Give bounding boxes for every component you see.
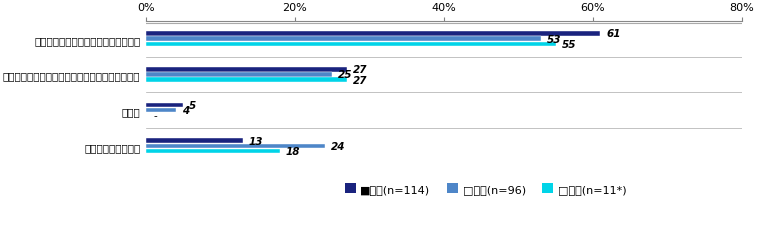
Legend: ■自身(n=114), □家族(n=96), □遺族(n=11*): ■自身(n=114), □家族(n=96), □遺族(n=11*) <box>340 179 631 198</box>
Text: 4: 4 <box>182 106 188 116</box>
Bar <box>146 78 347 83</box>
Bar <box>146 42 556 47</box>
Text: 53: 53 <box>547 35 561 44</box>
Bar <box>146 108 176 113</box>
Text: 13: 13 <box>248 136 263 146</box>
Bar <box>146 139 243 143</box>
Text: 18: 18 <box>286 147 301 156</box>
Bar <box>146 103 183 108</box>
Bar <box>146 73 332 77</box>
Text: 55: 55 <box>562 40 576 50</box>
Text: 24: 24 <box>331 141 345 151</box>
Bar <box>146 149 280 154</box>
Bar <box>146 32 600 37</box>
Text: 27: 27 <box>353 75 367 85</box>
Text: 5: 5 <box>189 101 196 111</box>
Bar <box>146 68 347 72</box>
Text: 27: 27 <box>353 65 367 75</box>
Bar <box>146 37 540 42</box>
Text: 61: 61 <box>606 29 621 39</box>
Bar <box>146 144 325 149</box>
Text: -: - <box>153 111 157 121</box>
Text: 25: 25 <box>338 70 353 80</box>
